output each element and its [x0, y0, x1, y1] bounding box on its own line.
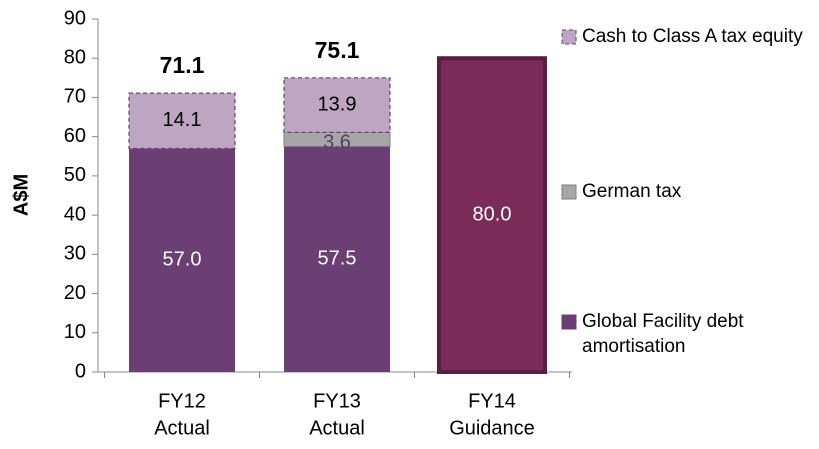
- y-tick-label: 20: [64, 282, 86, 304]
- data-label: 57.5: [318, 248, 357, 270]
- bar-segment: [284, 146, 390, 372]
- legend-swatch: [561, 29, 577, 45]
- bar-segment: [283, 77, 391, 133]
- bar-segment: [128, 92, 236, 150]
- y-tick-label: 80: [64, 47, 86, 69]
- legend-swatch: [561, 184, 577, 200]
- y-tick-label: 10: [64, 321, 86, 343]
- total-label: 75.1: [315, 37, 360, 63]
- data-label: 80.0: [473, 203, 512, 225]
- legend-entry: Global Facility debt amortisation: [582, 311, 744, 357]
- y-tick-label: 40: [64, 203, 86, 225]
- y-tick-label: 60: [64, 125, 86, 147]
- x-tick-label: Actual: [154, 417, 210, 439]
- y-tick-label: 90: [64, 7, 86, 29]
- x-tick-label: FY14: [468, 390, 516, 412]
- legend-entry: German tax: [582, 181, 682, 202]
- data-label: 3.6: [323, 132, 351, 154]
- y-tick-label: 30: [64, 243, 86, 265]
- x-tick-label: Guidance: [449, 417, 535, 439]
- bar-segment: [129, 148, 235, 372]
- data-label: 13.9: [318, 93, 357, 115]
- legend-swatch: [561, 314, 577, 330]
- y-tick-label: 50: [64, 164, 86, 186]
- total-label: 71.1: [160, 52, 205, 78]
- y-axis-label: A$M: [10, 174, 32, 216]
- y-tick-label: 0: [75, 360, 86, 382]
- x-tick-label: Actual: [309, 417, 365, 439]
- data-label: 57.0: [163, 248, 202, 270]
- bar-segment: [437, 56, 547, 374]
- y-tick-label: 70: [64, 86, 86, 108]
- x-tick-label: FY13: [313, 390, 361, 412]
- x-tick-label: FY12: [158, 390, 206, 412]
- legend-entry: Cash to Class A tax equity: [582, 26, 803, 47]
- data-label: 14.1: [163, 109, 202, 131]
